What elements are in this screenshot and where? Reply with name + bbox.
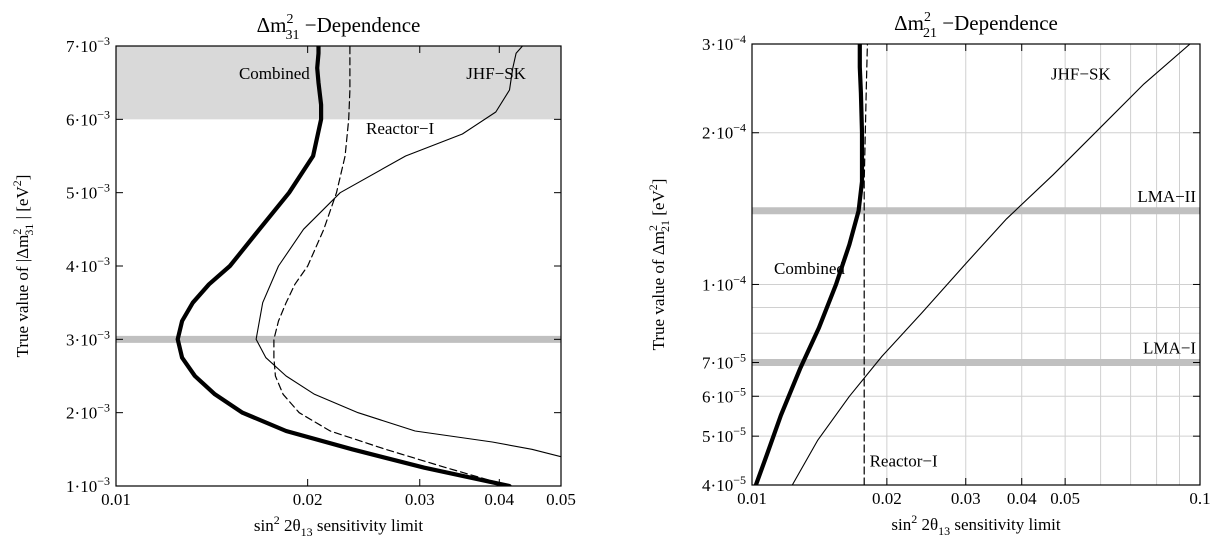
x-tick-label: 0.04 xyxy=(1007,489,1037,508)
y-tick-label: 5·10−5 xyxy=(702,424,746,446)
y-tick-label: 6·10−3 xyxy=(66,107,110,129)
chart-panel-1: Combined JHF−SK Reactor−I 0.01 0.02 0.03 0.04 0… xyxy=(10,12,576,539)
plot-frame xyxy=(751,43,1201,486)
series-line-combined xyxy=(175,46,512,486)
y-tick-label: 1·10−3 xyxy=(66,474,110,496)
series-line-jhf-sk xyxy=(791,44,1191,485)
x-tick-label: 0.05 xyxy=(1050,489,1080,508)
chart-title: Δm2 31 −Dependence xyxy=(257,12,421,43)
series-label: Reactor−I xyxy=(870,452,938,471)
y-tick-label: 3·10−4 xyxy=(702,32,746,54)
x-tick-label: 0.02 xyxy=(872,489,902,508)
series-label: Combined xyxy=(239,64,310,83)
x-tick-label: 0.1 xyxy=(1189,489,1210,508)
y-tick-label: 1·10−4 xyxy=(702,272,746,294)
series-line-reactor-i xyxy=(863,44,868,485)
reference-line-label: LMA−II xyxy=(1137,187,1196,206)
x-tick-label: 0.01 xyxy=(101,490,131,509)
x-tick-label: 0.03 xyxy=(951,489,981,508)
y-tick-label: 3·10−3 xyxy=(66,327,110,349)
x-tick-label: 0.01 xyxy=(737,489,767,508)
y-tick-label: 6·10−5 xyxy=(702,384,746,406)
y-axis-label: True value of Δm221 [eV2] xyxy=(646,179,672,351)
shaded-band xyxy=(116,46,561,120)
y-tick-label: 4·10−3 xyxy=(66,254,110,276)
series-line-reactor-i xyxy=(273,46,511,486)
y-axis-label: True value of |Δm231 | [eV2] xyxy=(10,175,36,358)
y-tick-label: 2·10−4 xyxy=(702,121,746,143)
x-axis-label: sin2 2θ13 sensitivity limit xyxy=(891,512,1061,538)
x-axis-label: sin2 2θ13 sensitivity limit xyxy=(254,513,424,539)
y-tick-label: 2·10−3 xyxy=(66,401,110,423)
series-label: Reactor−I xyxy=(366,119,434,138)
reference-line-label: LMA−I xyxy=(1143,339,1196,358)
x-tick-label: 0.03 xyxy=(405,490,435,509)
chart-panel-2: LMA−I LMA−II Combined JHF−SK Reactor−I 0.01 0.… xyxy=(646,10,1211,538)
x-tick-label: 0.05 xyxy=(546,490,576,509)
x-tick-label: 0.02 xyxy=(293,490,323,509)
y-tick-label: 4·10−5 xyxy=(702,473,746,495)
series-line-jhf-sk xyxy=(255,46,561,458)
y-tick-label: 7·10−3 xyxy=(66,34,110,56)
y-tick-label: 7·10−5 xyxy=(702,351,746,373)
series-label: JHF−SK xyxy=(1051,65,1111,84)
series-line-combined xyxy=(753,44,865,485)
x-tick-label: 0.04 xyxy=(484,490,514,509)
series-label: Combined xyxy=(774,259,845,278)
y-tick-label: 5·10−3 xyxy=(66,181,110,203)
series-label: JHF−SK xyxy=(466,64,526,83)
chart-title: Δm2 21 −Dependence xyxy=(894,10,1058,41)
